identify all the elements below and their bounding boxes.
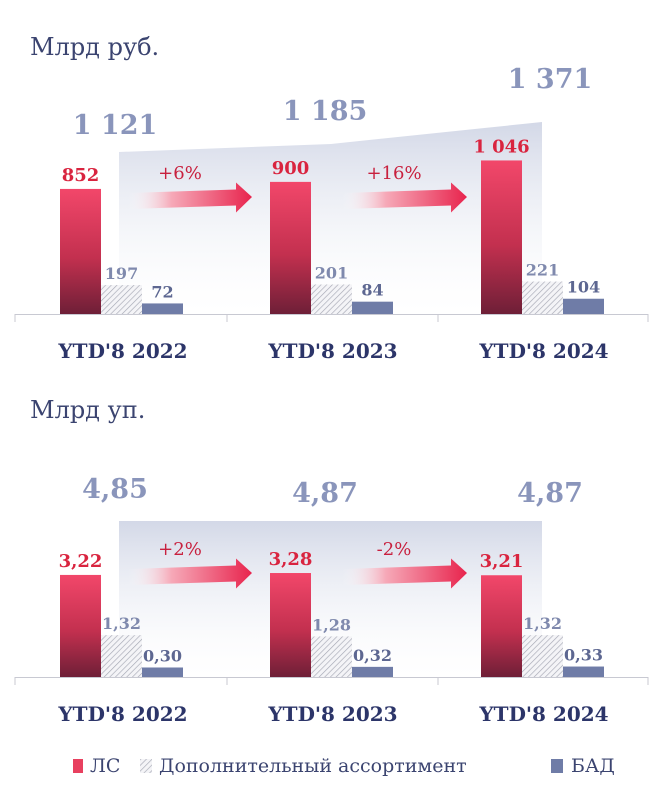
data-label-dop: 1,32 (102, 614, 141, 633)
growth-label: +2% (158, 539, 202, 560)
data-label-dop: 1,28 (312, 615, 351, 634)
data-label-dop: 1,32 (523, 614, 562, 633)
data-label-ls: 852 (62, 165, 100, 186)
data-label-dop: 201 (315, 263, 348, 282)
bar-ls (270, 573, 311, 677)
legend: ЛС Дополнительный ассортимент БАД (73, 755, 615, 777)
x-tick-label: YTD'8 2023 (267, 702, 397, 726)
bar-bad (352, 666, 393, 677)
total-band (119, 521, 542, 677)
legend-label-dop: Дополнительный ассортимент (159, 755, 467, 777)
growth-label: +6% (158, 163, 202, 184)
bar-bad (142, 303, 183, 314)
bar-dop (101, 285, 142, 314)
total-label: 4,85 (82, 474, 148, 505)
bar-dop (311, 284, 352, 314)
data-label-bad: 0,30 (143, 646, 182, 665)
data-label-ls: 3,22 (59, 551, 103, 572)
data-label-bad: 0,32 (353, 646, 392, 665)
data-label-ls: 1 046 (473, 136, 529, 157)
bar-ls (481, 575, 522, 677)
growth-label: +16% (366, 163, 421, 184)
bar-ls (60, 188, 101, 314)
x-tick-label: YTD'8 2022 (57, 702, 187, 726)
total-label: 4,87 (292, 478, 358, 509)
bar-bad (563, 298, 604, 314)
x-tick-label: YTD'8 2023 (267, 339, 397, 363)
chart-panel-1: Млрд руб. 852 197 72 1 121 YTD'8 2022 900 201 84… (14, 33, 649, 363)
growth-arrow (128, 558, 252, 589)
legend-swatch-dop (140, 759, 152, 773)
legend-swatch-bad (551, 759, 563, 773)
growth-arrow (342, 182, 467, 213)
bar-bad (563, 666, 604, 677)
data-label-dop: 197 (105, 264, 138, 283)
bar-ls (481, 160, 522, 314)
legend-swatch-ls (73, 759, 83, 773)
legend-label-ls: ЛС (90, 755, 120, 777)
data-label-dop: 221 (526, 261, 559, 280)
bar-dop (522, 281, 563, 314)
x-tick-label: YTD'8 2024 (478, 339, 608, 363)
growth-arrow (342, 558, 467, 589)
data-label-bad: 104 (567, 278, 600, 297)
bar-bad (352, 301, 393, 314)
bar-dop (522, 635, 563, 677)
data-label-ls: 900 (272, 158, 310, 179)
total-band (119, 122, 542, 314)
growth-arrow (128, 182, 252, 213)
total-label: 1 121 (73, 110, 158, 141)
data-label-ls: 3,21 (480, 551, 524, 572)
bar-bad (142, 667, 183, 677)
data-label-bad: 84 (361, 281, 383, 300)
legend-label-bad: БАД (571, 755, 615, 777)
data-label-bad: 0,33 (564, 646, 603, 665)
data-label-bad: 72 (151, 282, 173, 301)
total-label: 4,87 (517, 478, 583, 509)
bar-dop (101, 635, 142, 677)
data-label-ls: 3,28 (269, 549, 313, 570)
bar-dop (311, 636, 352, 677)
total-label: 1 185 (283, 96, 368, 127)
bar-ls (270, 181, 311, 314)
total-label: 1 371 (508, 64, 593, 95)
bar-ls (60, 574, 101, 677)
chart-title: Млрд уп. (30, 396, 145, 424)
x-tick-label: YTD'8 2024 (478, 702, 608, 726)
chart-title: Млрд руб. (30, 33, 159, 61)
x-tick-label: YTD'8 2022 (57, 339, 187, 363)
growth-label: -2% (377, 539, 412, 560)
